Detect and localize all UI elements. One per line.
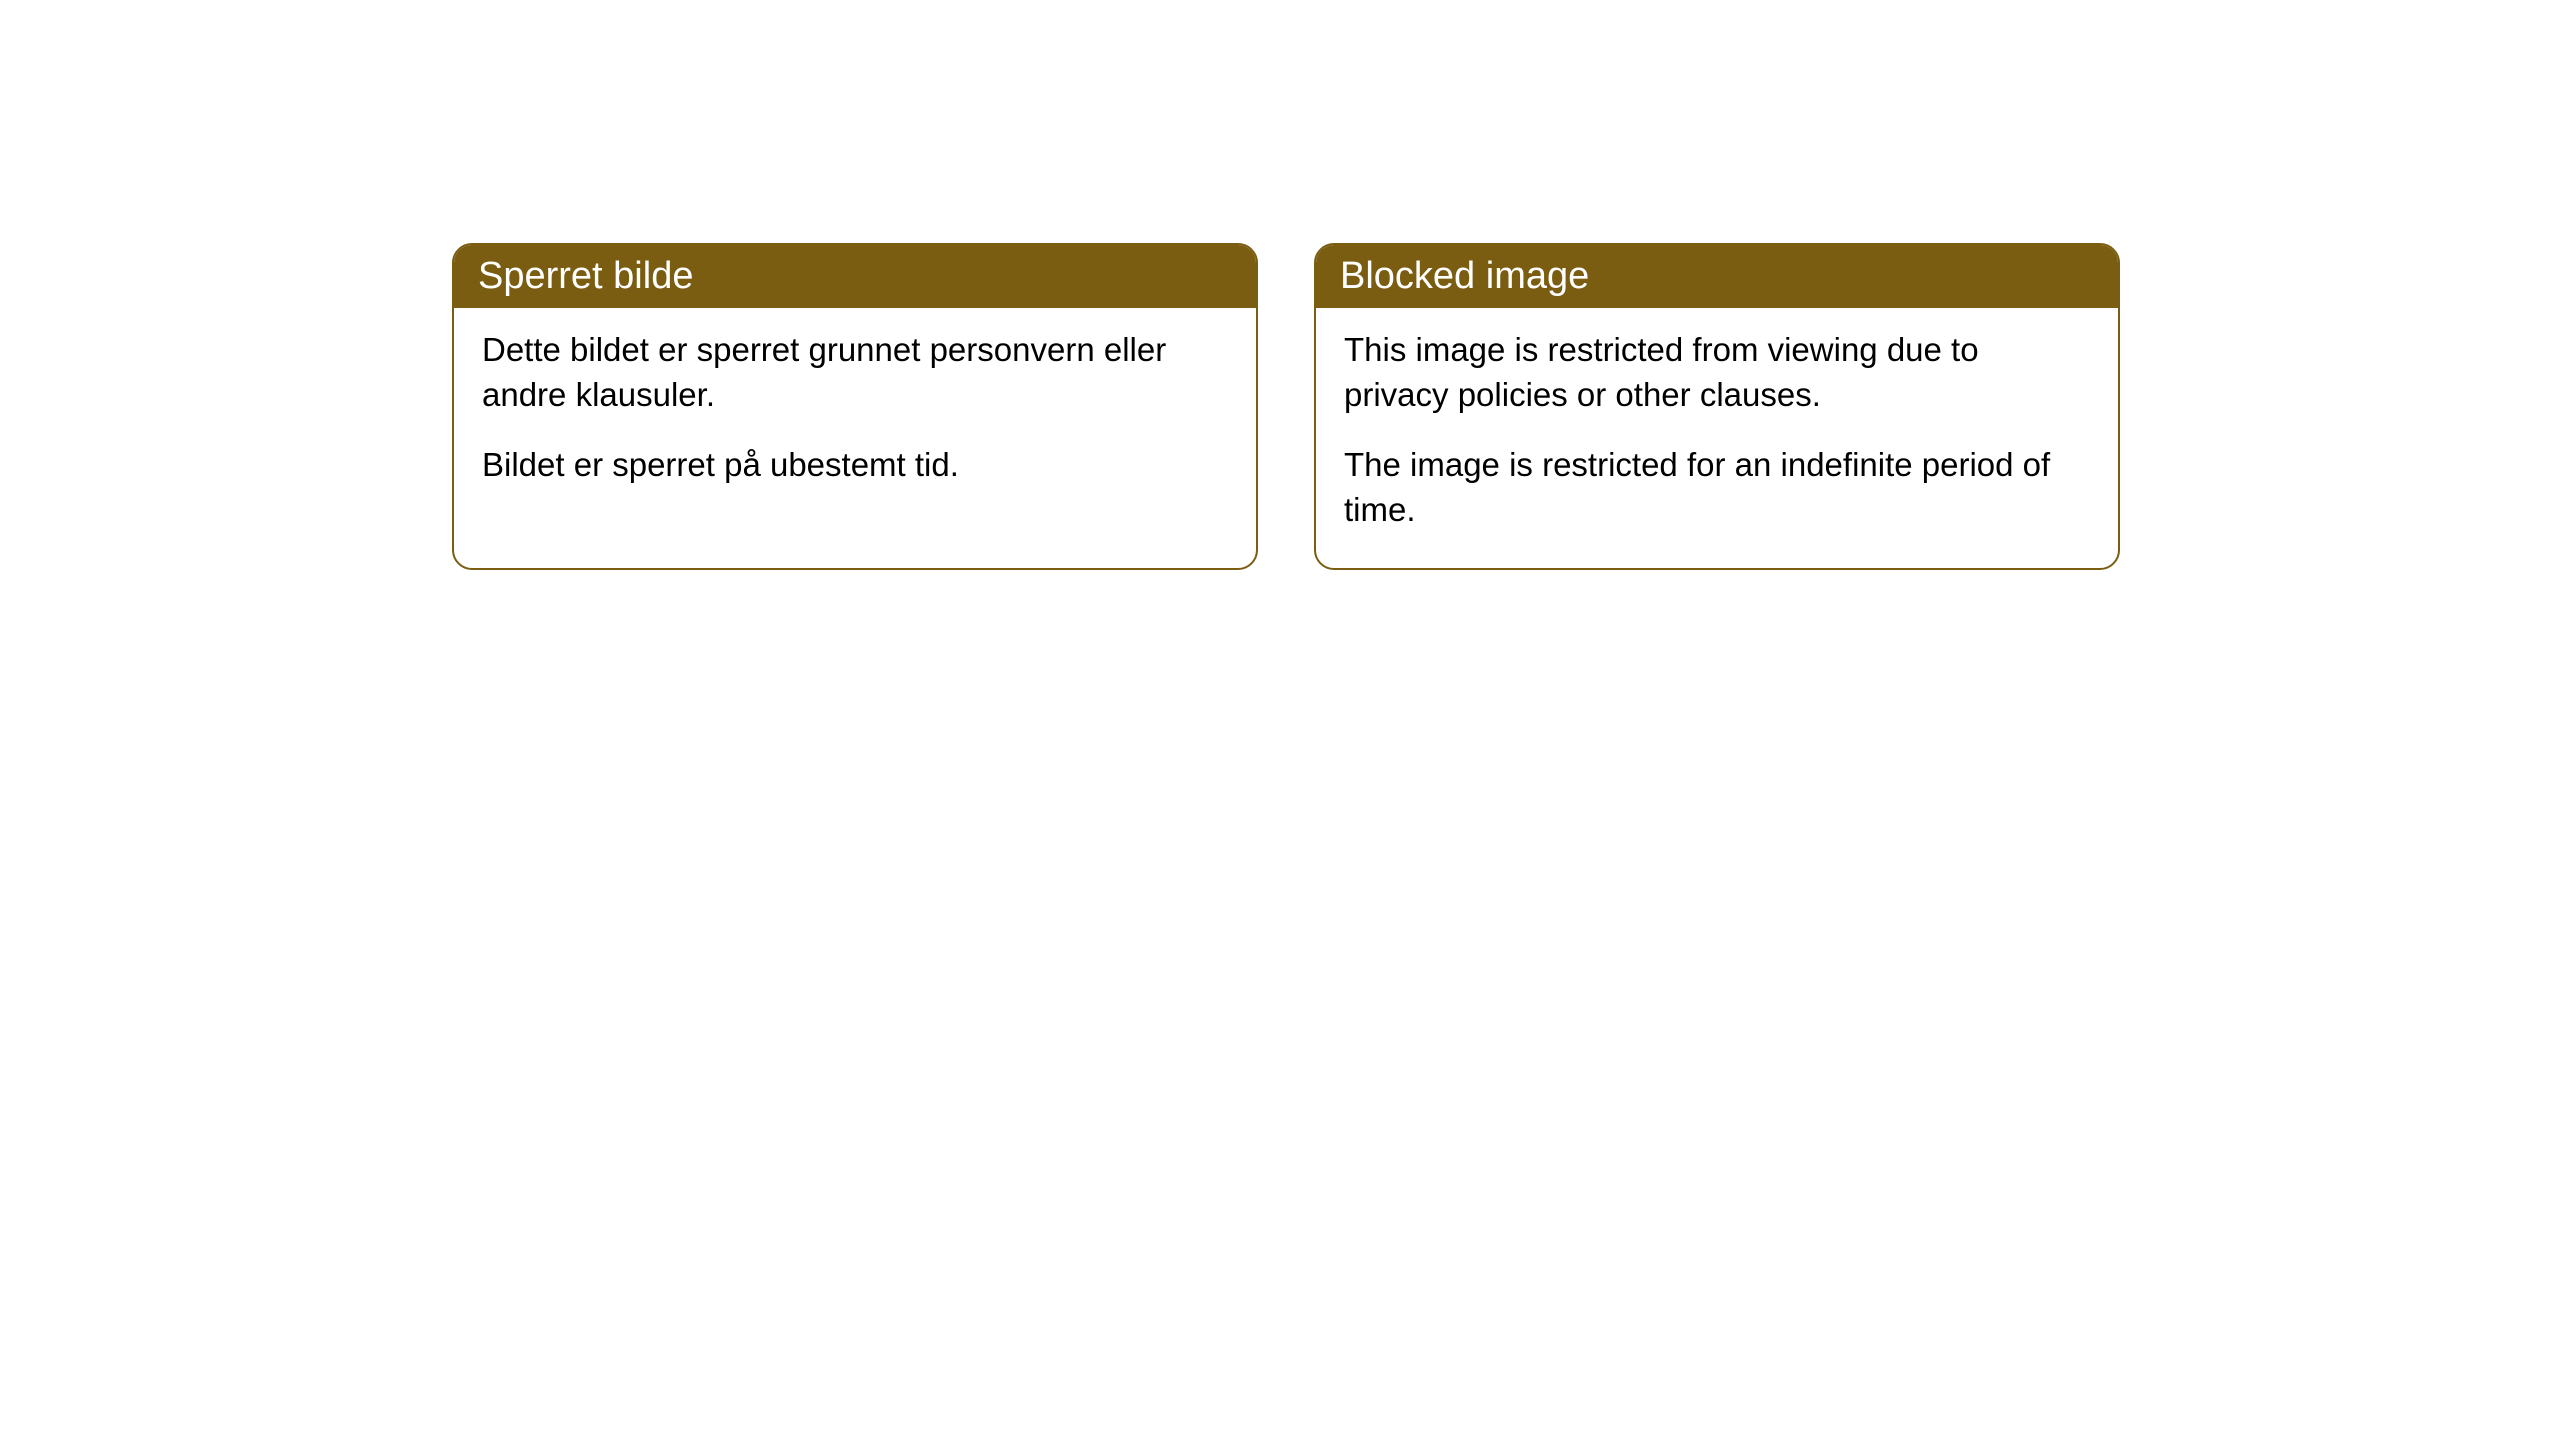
card-title: Blocked image [1340, 255, 1589, 297]
card-paragraph-1: This image is restricted from viewing du… [1344, 328, 2090, 417]
card-body: This image is restricted from viewing du… [1316, 308, 2118, 568]
card-header: Sperret bilde [454, 245, 1256, 308]
card-paragraph-2: Bildet er sperret på ubestemt tid. [482, 443, 1228, 488]
card-paragraph-1: Dette bildet er sperret grunnet personve… [482, 328, 1228, 417]
card-header: Blocked image [1316, 245, 2118, 308]
cards-container: Sperret bilde Dette bildet er sperret gr… [452, 243, 2120, 570]
blocked-image-card-english: Blocked image This image is restricted f… [1314, 243, 2120, 570]
card-paragraph-2: The image is restricted for an indefinit… [1344, 443, 2090, 532]
card-title: Sperret bilde [478, 255, 693, 297]
card-body: Dette bildet er sperret grunnet personve… [454, 308, 1256, 524]
blocked-image-card-norwegian: Sperret bilde Dette bildet er sperret gr… [452, 243, 1258, 570]
